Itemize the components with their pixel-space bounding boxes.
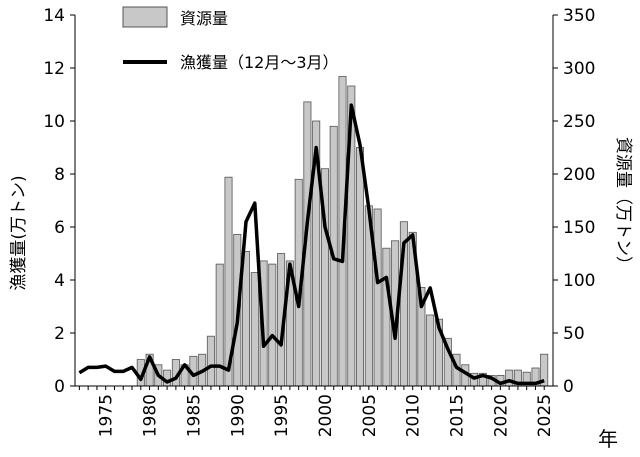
right-axis-title: 資源量（万トン）	[613, 137, 633, 273]
x-tick-label: 1985	[184, 394, 204, 437]
left-axis-title: 漁獲量(万トン)	[9, 175, 29, 290]
x-tick-label: 2005	[360, 394, 380, 437]
bar	[373, 208, 382, 387]
left-tick-label: 12	[43, 59, 65, 79]
x-tick-label: 1990	[228, 394, 248, 437]
legend-bar-label: 資源量	[180, 9, 228, 28]
bar	[268, 263, 277, 387]
right-tick-label: 200	[563, 165, 595, 185]
x-tick-label: 2020	[491, 394, 511, 437]
catch-line	[78, 103, 545, 386]
right-tick-label: 50	[563, 324, 585, 344]
x-tick-label: 1980	[141, 394, 161, 437]
left-tick-label: 14	[43, 6, 65, 26]
x-tick-label: 2010	[404, 394, 424, 437]
bar	[250, 272, 259, 387]
bar	[206, 335, 215, 387]
right-tick-label: 300	[563, 59, 595, 79]
left-tick-label: 10	[43, 112, 65, 132]
x-axis-title: 年	[598, 427, 618, 451]
left-tick-label: 4	[54, 271, 65, 291]
right-tick-label: 0	[563, 377, 574, 397]
x-tick-label: 2000	[316, 394, 336, 437]
x-tick-label: 1995	[272, 394, 292, 437]
left-tick-label: 6	[54, 218, 65, 238]
right-tick-label: 100	[563, 271, 595, 291]
bar	[241, 250, 250, 387]
legend-bar-swatch	[122, 6, 168, 28]
x-tick-label: 1975	[97, 394, 117, 437]
bar	[355, 147, 364, 387]
axes: 0 2 4 6 8 10 12 14 0 50 100 150 200 250 300 350 1975 1980…	[43, 6, 595, 437]
left-tick-label: 8	[54, 165, 65, 185]
legend: 資源量 漁獲量（12月～3月）	[122, 6, 339, 72]
right-tick-label: 250	[563, 112, 595, 132]
left-tick-label: 0	[54, 377, 65, 397]
right-tick-label: 350	[563, 6, 595, 26]
x-tick-label: 2015	[448, 394, 468, 437]
line-series	[78, 103, 545, 386]
x-tick-label: 2025	[535, 394, 555, 437]
bar	[505, 369, 514, 387]
legend-line-label: 漁獲量（12月～3月）	[180, 53, 339, 72]
right-tick-label: 150	[563, 218, 595, 238]
left-tick-label: 2	[54, 324, 65, 344]
bar	[382, 247, 391, 387]
bar	[426, 314, 435, 387]
